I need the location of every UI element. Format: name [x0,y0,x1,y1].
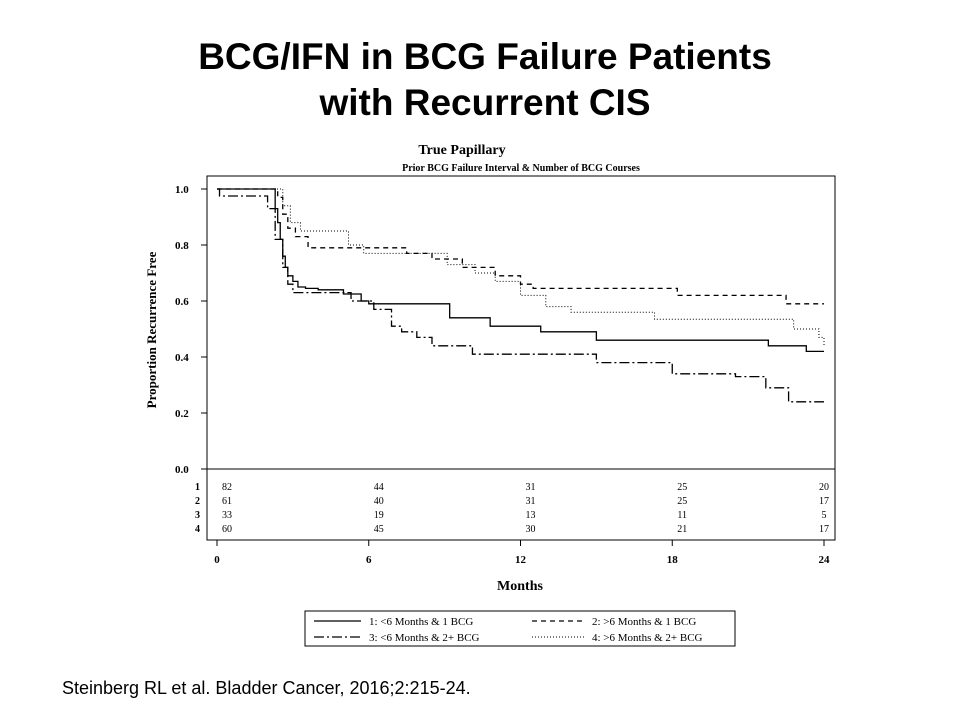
risk-row-label: 3 [195,510,200,521]
chart-subtitle: Prior BCG Failure Interval & Number of B… [402,163,640,174]
risk-value: 5 [822,510,827,521]
risk-value: 60 [222,524,232,535]
risk-value: 17 [819,496,829,507]
x-tick-label: 18 [667,554,679,566]
y-tick-label: 0.2 [175,408,189,420]
chart-title: True Papillary [418,143,505,158]
slide-title-line-1: BCG/IFN in BCG Failure Patients [198,36,772,77]
legend-label-4: 4: >6 Months & 2+ BCG [592,632,703,644]
risk-row-label: 2 [195,496,200,507]
legend-label-3: 3: <6 Months & 2+ BCG [369,632,480,644]
slide-title: BCG/IFN in BCG Failure Patients with Rec… [0,34,960,126]
x-tick-label: 12 [515,554,527,566]
risk-value: 20 [819,482,829,493]
risk-value: 31 [526,482,536,493]
risk-value: 21 [677,524,687,535]
curve-series-3 [217,188,824,403]
risk-value: 13 [526,510,536,521]
risk-value: 11 [677,510,687,521]
y-tick-label: 1.0 [175,184,189,196]
curve-series-4 [217,188,825,346]
risk-value: 40 [374,496,384,507]
x-axis-label: Months [497,579,543,594]
citation: Steinberg RL et al. Bladder Cancer, 2016… [62,678,471,698]
x-tick-label: 6 [366,554,372,566]
risk-value: 44 [374,482,384,493]
risk-row-label: 4 [195,524,200,535]
y-axis-label: Proportion Recurrence Free [144,251,159,408]
x-tick-label: 24 [819,554,831,566]
risk-value: 19 [374,510,384,521]
risk-value: 61 [222,496,232,507]
risk-value: 25 [677,496,687,507]
y-tick-label: 0.0 [175,464,189,476]
risk-value: 25 [677,482,687,493]
risk-row-label: 1 [195,482,200,493]
x-tick-label: 0 [214,554,220,566]
y-tick-label: 0.4 [175,352,189,364]
risk-table: 1 82 44 31 25 202 61 40 31 25 173 33 19 13 11 54 60 45 30 2… [195,482,829,535]
x-axis-ticks: 0 6 12 18 24 [214,540,830,566]
legend-label-1: 1: <6 Months & 1 BCG [369,616,473,628]
risk-value: 45 [374,524,384,535]
slide-title-line-2: with Recurrent CIS [319,82,651,123]
risk-value: 82 [222,482,232,493]
y-tick-label: 0.6 [175,296,189,308]
y-tick-label: 0.8 [175,240,189,252]
curve-series-2 [217,188,824,305]
y-axis-ticks: 0.0 0.2 0.4 0.6 0.8 1.0 [175,184,207,476]
risk-value: 31 [526,496,536,507]
curve-series-1 [217,188,824,353]
survival-curves [217,188,825,403]
risk-value: 33 [222,510,232,521]
legend: 1: <6 Months & 1 BCG 2: >6 Months & 1 BC… [304,610,736,647]
risk-value: 30 [526,524,536,535]
risk-value: 17 [819,524,829,535]
legend-box [304,610,736,647]
legend-label-2: 2: >6 Months & 1 BCG [592,616,696,628]
